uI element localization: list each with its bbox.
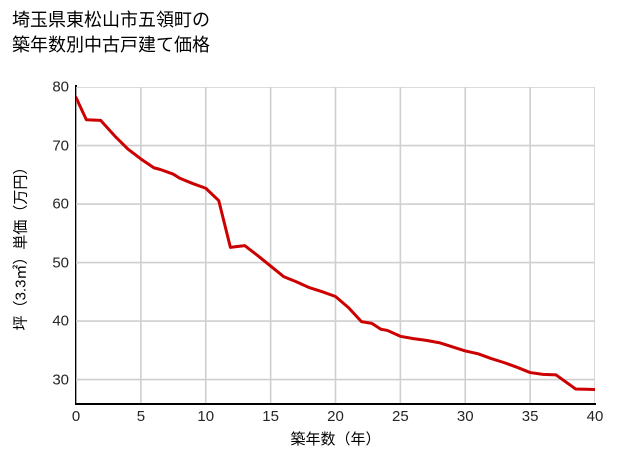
plot-area [76,87,595,403]
x-tick-label: 20 [327,408,344,425]
x-axis-spine [75,403,596,405]
x-axis-label: 築年数（年） [290,431,381,448]
y-tick-label: 60 [52,195,69,213]
x-tick-label: 40 [586,408,604,425]
plot-svg [76,87,595,403]
x-tick-label: 30 [456,408,474,425]
y-tick-label: 50 [52,254,69,272]
y-tick-label: 40 [52,312,69,330]
x-gridlines [76,87,595,403]
chart-title: 埼玉県東松山市五領町の 築年数別中古戸建て価格 [12,10,210,55]
x-tick-label: 10 [197,408,215,425]
y-tick-label: 80 [52,78,69,96]
y-axis-label-container: 坪（3.3㎡）単価（万円） [13,87,50,403]
y-tick-label: 70 [52,137,69,155]
y-tick-label: 30 [52,371,69,389]
y-axis-label: 坪（3.3㎡）単価（万円） [12,159,30,331]
data-series-line [76,96,595,392]
x-tick-label: 25 [392,408,409,425]
x-tick-label: 15 [262,408,279,425]
x-tick-label: 5 [136,408,146,425]
x-tick-label: 0 [71,408,81,425]
x-tick-label: 35 [521,408,539,425]
